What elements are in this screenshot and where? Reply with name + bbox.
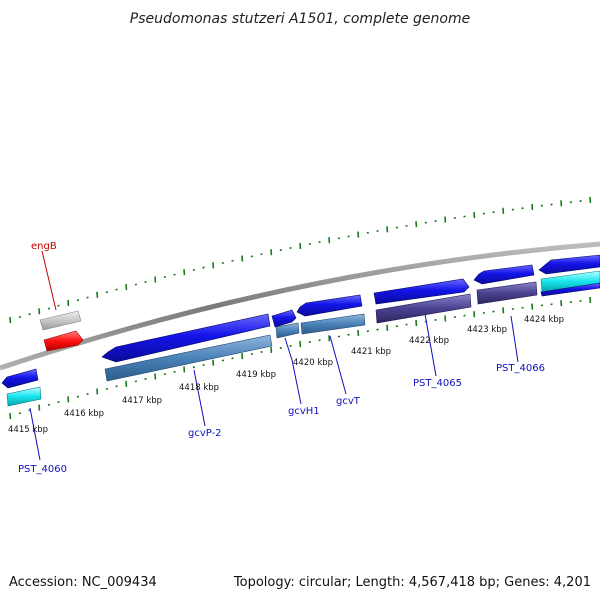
kbp-label: 4419 kbp — [236, 370, 276, 380]
gene-feature[interactable] — [296, 294, 363, 317]
kbp-label: 4416 kbp — [64, 409, 104, 419]
gene-label-pst4060[interactable]: PST_4060 — [18, 464, 67, 475]
gene-label-engB[interactable]: engB — [31, 241, 57, 252]
gcvH1-leader — [284, 337, 302, 405]
gene-feature[interactable] — [476, 281, 538, 305]
pst4060-leader — [29, 407, 41, 461]
pst4065-leader — [424, 313, 437, 377]
kbp-label: 4417 kbp — [122, 396, 162, 406]
accession-text: Accession: NC_009434 — [9, 575, 157, 590]
kbp-label: 4422 kbp — [409, 336, 449, 346]
annotation-row — [104, 270, 600, 382]
kbp-label: 4424 kbp — [524, 315, 564, 325]
gene-labels: engB PST_4060 gcvP-2 gcvH1 gcvT PST_4065… — [18, 241, 545, 475]
gene-feature[interactable] — [104, 334, 273, 382]
gene-feature-engB[interactable] — [43, 330, 84, 352]
gene-label-pst4065[interactable]: PST_4065 — [413, 378, 462, 389]
kbp-label: 4421 kbp — [351, 347, 391, 357]
gene-feature[interactable] — [271, 309, 297, 328]
inner-tick-ring — [9, 296, 592, 420]
kbp-label: 4415 kbp — [8, 425, 48, 435]
left-features — [1, 368, 42, 407]
gene-feature[interactable] — [540, 270, 600, 293]
genome-backbone — [0, 241, 600, 371]
gene-feature[interactable] — [300, 313, 366, 335]
gene-label-gcvH1[interactable]: gcvH1 — [288, 406, 320, 417]
gcvP2-leader — [193, 369, 206, 427]
gene-label-gcvP2[interactable]: gcvP-2 — [188, 428, 222, 439]
gene-feature[interactable] — [375, 293, 472, 324]
gene-label-pst4066[interactable]: PST_4066 — [496, 363, 545, 374]
gene-feature[interactable] — [373, 278, 470, 305]
kbp-label: 4418 kbp — [179, 383, 219, 393]
gene-feature[interactable] — [540, 282, 600, 297]
gene-feature-pst4060[interactable] — [1, 368, 39, 389]
outer-tick-ring — [9, 196, 592, 324]
forward-cds-row — [39, 254, 600, 363]
gene-feature[interactable] — [538, 254, 600, 275]
pst4066-leader — [510, 315, 519, 363]
gene-feature[interactable] — [473, 264, 535, 285]
gene-feature[interactable] — [101, 313, 271, 363]
kbp-label: 4420 kbp — [293, 358, 333, 368]
gene-feature[interactable] — [6, 386, 42, 407]
map-title: Pseudomonas stutzeri A1501, complete gen… — [130, 11, 470, 27]
engB-leader — [41, 250, 57, 311]
gene-feature[interactable] — [39, 310, 82, 331]
kbp-label: 4423 kbp — [467, 325, 507, 335]
gene-label-gcvT[interactable]: gcvT — [336, 396, 361, 407]
scale-labels: 4415 kbp 4416 kbp 4417 kbp 4418 kbp 4419… — [8, 315, 564, 435]
gcvT-leader — [329, 335, 347, 395]
topology-text: Topology: circular; Length: 4,567,418 bp… — [233, 575, 591, 590]
gene-feature[interactable] — [275, 322, 300, 339]
